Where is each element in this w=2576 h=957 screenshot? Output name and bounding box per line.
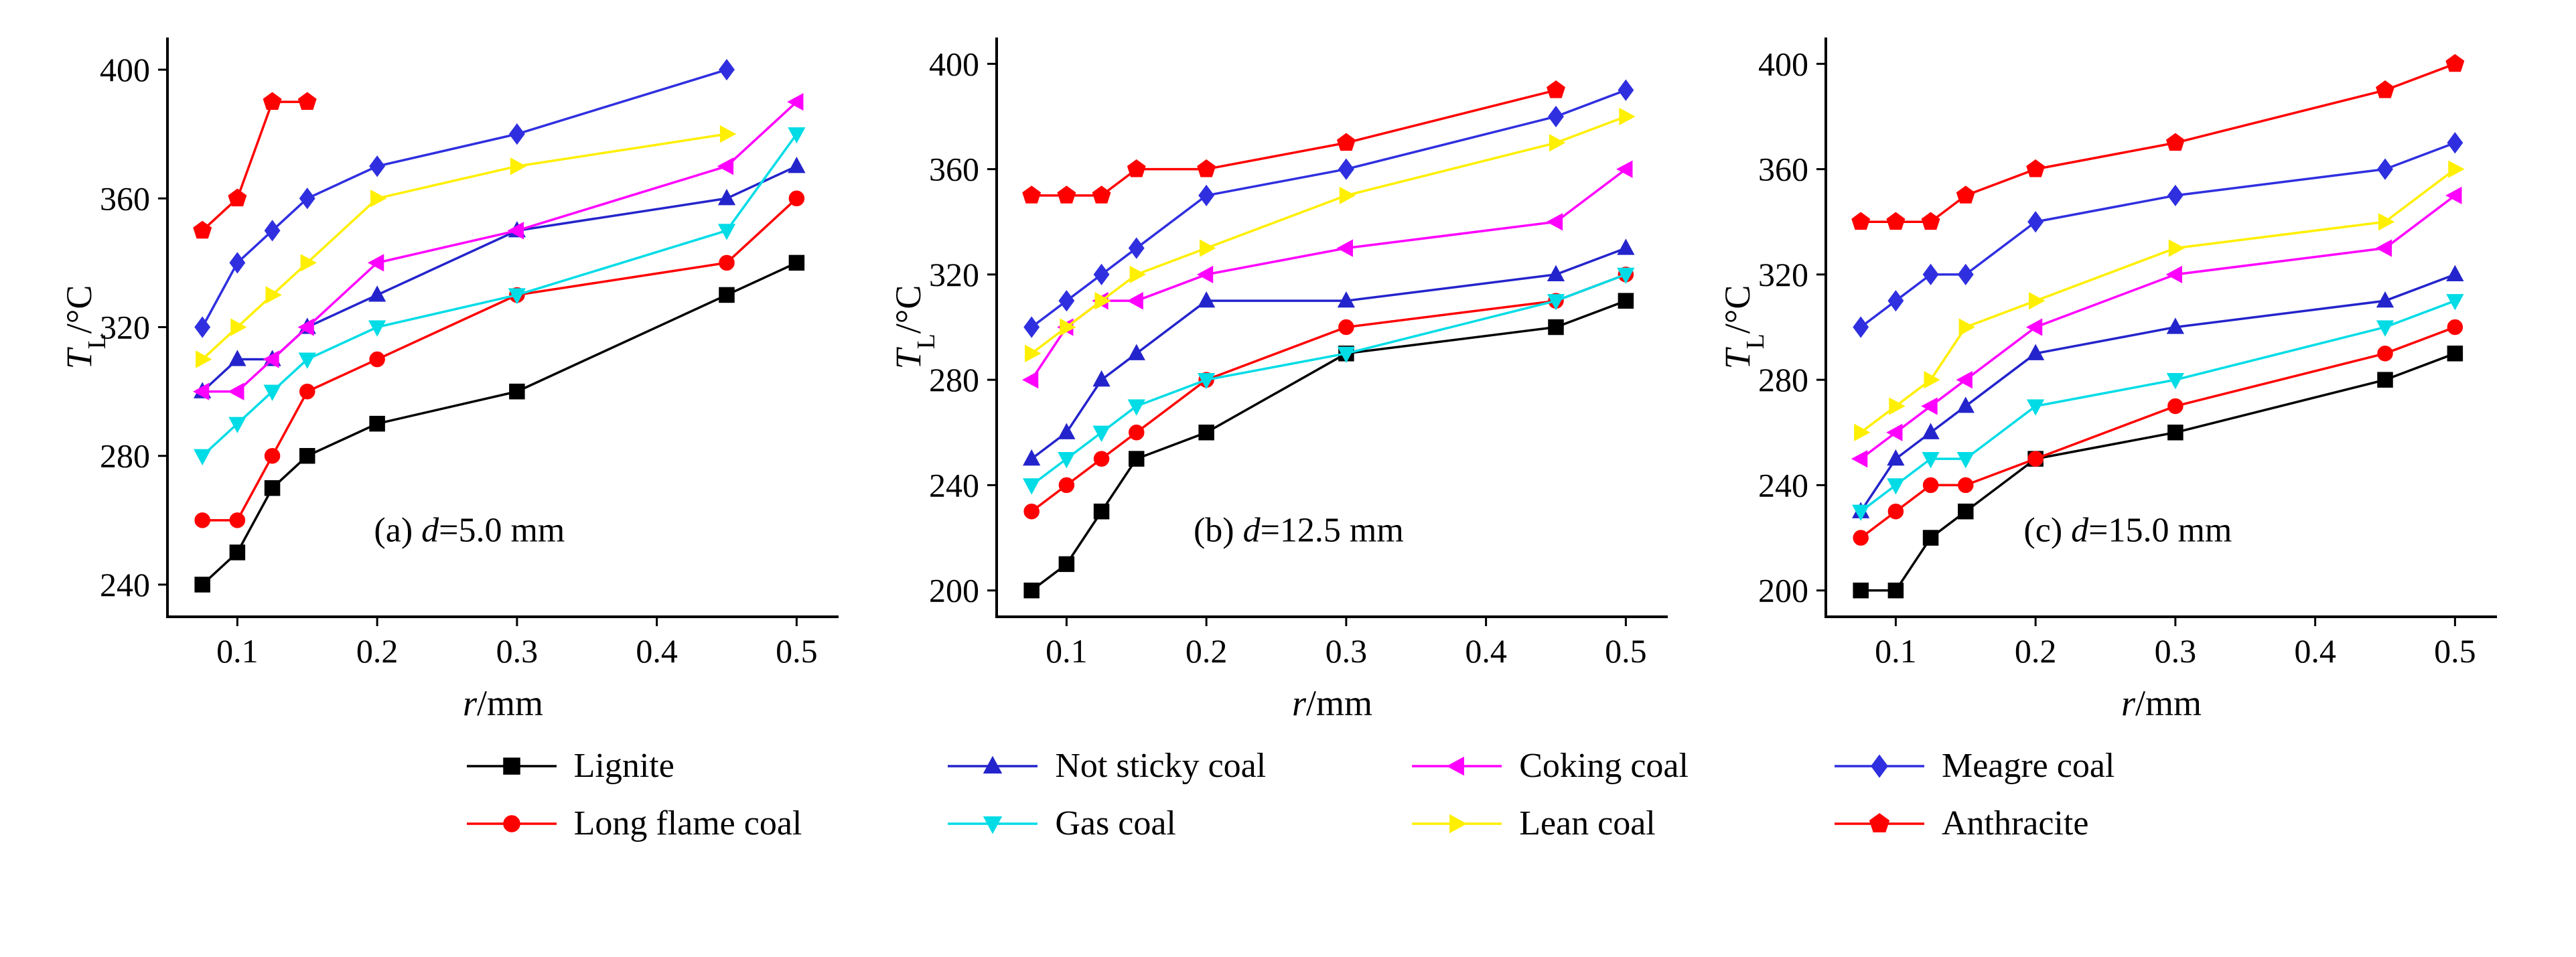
svg-text:TL/°C: TL/°C (888, 285, 940, 370)
anthracite-pentagon-marker-icon (1834, 813, 1924, 832)
svg-text:0.2: 0.2 (2015, 632, 2057, 670)
svg-text:0.1: 0.1 (1875, 632, 1917, 670)
legend-label: Lignite (573, 747, 674, 785)
svg-text:0.3: 0.3 (2155, 632, 2197, 670)
svg-text:0.2: 0.2 (356, 632, 399, 670)
svg-text:r/mm: r/mm (2121, 683, 2202, 723)
figure-page: 240 280 320 360 400 0.1 0.2 0.3 0.4 0.5 r/mm TL/°C (… (0, 11, 2576, 844)
chart-b-canvas: 200 240 280 320 360 400 0.1 0.2 0.3 0.4 0.5 r/mm TL/… (888, 38, 1668, 723)
svg-text:360: 360 (929, 151, 979, 188)
legend-item-lean-coal: Lean coal (1407, 804, 1689, 844)
svg-text:240: 240 (1758, 466, 1808, 504)
legend-item-gas-coal: Gas coal (942, 804, 1266, 844)
svg-text:280: 280 (100, 437, 150, 475)
svg-text:320: 320 (100, 309, 150, 346)
legend-label: Meagre coal (1941, 747, 2115, 785)
chart-panel-b: 200 240 280 320 360 400 0.1 0.2 0.3 0.4 0.5 r/mm TL/… (883, 11, 1693, 734)
svg-text:0.5: 0.5 (776, 632, 818, 670)
svg-text:280: 280 (929, 361, 979, 398)
svg-text:200: 200 (929, 572, 979, 609)
legend-label: Long flame coal (573, 804, 802, 842)
svg-text:0.1: 0.1 (1046, 632, 1088, 670)
chart-panel-c: 200 240 280 320 360 400 0.1 0.2 0.3 0.4 0.5 r/mm TL/… (1712, 11, 2522, 734)
svg-text:320: 320 (1758, 256, 1808, 293)
chart-panel-a: 240 280 320 360 400 0.1 0.2 0.3 0.4 0.5 r/mm TL/°C (… (54, 11, 864, 734)
charts-row: 240 280 320 360 400 0.1 0.2 0.3 0.4 0.5 r/mm TL/°C (… (54, 11, 2522, 734)
not-sticky-coal-triangle-up-marker-icon (948, 755, 1038, 774)
svg-text:360: 360 (100, 179, 150, 217)
svg-text:(a) d=5.0 mm: (a) d=5.0 mm (374, 512, 565, 550)
legend-label: Gas coal (1055, 804, 1176, 842)
legend-label: Coking coal (1519, 747, 1689, 785)
svg-text:0.3: 0.3 (1326, 632, 1368, 670)
svg-text:(b) d=12.5 mm: (b) d=12.5 mm (1194, 512, 1404, 550)
svg-text:0.4: 0.4 (2294, 632, 2336, 670)
svg-text:240: 240 (100, 566, 150, 603)
svg-text:280: 280 (1758, 361, 1808, 398)
svg-text:TL/°C: TL/°C (1717, 285, 1770, 370)
lignite-square-marker-icon (466, 757, 557, 775)
svg-text:0.1: 0.1 (216, 632, 259, 670)
legend-label: Not sticky coal (1055, 747, 1267, 785)
legend-item-lignite: Lignite (461, 746, 802, 786)
svg-text:200: 200 (1758, 572, 1808, 609)
gas-coal-triangle-down-marker-icon (948, 816, 1038, 834)
legend-item-not-sticky-coal: Not sticky coal (942, 746, 1266, 786)
legend-item-anthracite: Anthracite (1829, 804, 2115, 844)
svg-text:0.4: 0.4 (636, 632, 678, 670)
svg-text:400: 400 (929, 45, 979, 82)
chart-a-canvas: 240 280 320 360 400 0.1 0.2 0.3 0.4 0.5 r/mm TL/°C (… (59, 38, 839, 723)
long-flame-coal-circle-marker-icon (466, 815, 557, 832)
svg-text:360: 360 (1758, 151, 1808, 188)
legend-label: Lean coal (1519, 804, 1656, 842)
legend-item-long-flame-coal: Long flame coal (461, 804, 802, 844)
legend-item-coking-coal: Coking coal (1407, 746, 1689, 786)
svg-text:320: 320 (929, 256, 979, 293)
svg-text:r/mm: r/mm (463, 683, 543, 723)
coking-coal-triangle-left-marker-icon (1412, 756, 1502, 776)
lean-coal-triangle-right-marker-icon (1412, 814, 1502, 834)
legend: Lignite Not sticky coal Coking coal Meag… (0, 746, 2576, 844)
svg-text:400: 400 (1758, 45, 1808, 82)
svg-text:TL/°C: TL/°C (59, 285, 111, 370)
svg-text:400: 400 (100, 51, 150, 88)
svg-text:0.3: 0.3 (496, 632, 539, 670)
legend-label: Anthracite (1941, 804, 2089, 842)
legend-item-meagre-coal: Meagre coal (1829, 746, 2115, 786)
svg-text:0.2: 0.2 (1186, 632, 1228, 670)
svg-text:240: 240 (929, 466, 979, 504)
svg-text:0.4: 0.4 (1465, 632, 1507, 670)
svg-text:0.5: 0.5 (2434, 632, 2476, 670)
svg-text:r/mm: r/mm (1292, 683, 1372, 723)
svg-text:0.5: 0.5 (1605, 632, 1647, 670)
meagre-coal-diamond-marker-icon (1834, 754, 1924, 778)
chart-c-canvas: 200 240 280 320 360 400 0.1 0.2 0.3 0.4 0.5 r/mm TL/… (1717, 38, 2497, 723)
svg-text:(c) d=15.0 mm: (c) d=15.0 mm (2023, 512, 2232, 550)
